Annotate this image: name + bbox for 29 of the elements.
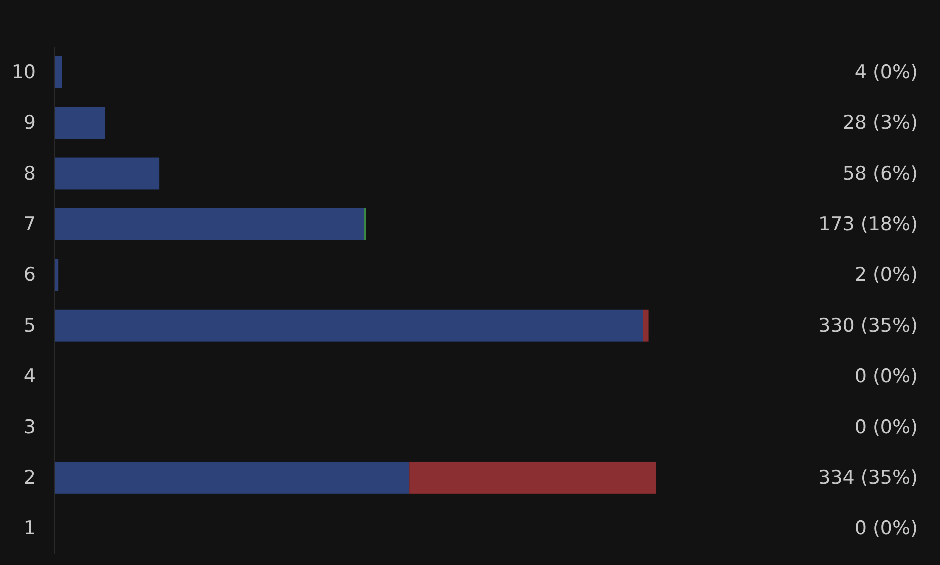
- y-tick-label: 3: [24, 416, 36, 438]
- bar: [55, 310, 644, 342]
- y-tick-label: 10: [12, 61, 36, 84]
- y-tick-label: 7: [24, 213, 36, 236]
- bar: [55, 208, 365, 240]
- y-tick-label: 9: [24, 112, 36, 134]
- text: 0 (0%): [854, 518, 918, 540]
- text: 2 (0%): [854, 264, 918, 286]
- text: 28 (3%): [842, 112, 918, 134]
- y-tick-label: 5: [24, 314, 36, 337]
- y-tick-label: 8: [24, 162, 36, 185]
- text: 334 (35%): [818, 466, 918, 489]
- text: 58 (6%): [842, 162, 918, 185]
- text: 0 (0%): [854, 366, 918, 388]
- bar: [55, 107, 106, 140]
- bar: [643, 310, 649, 342]
- y-tick-label: 2: [24, 466, 36, 489]
- text: 0 (0%): [854, 416, 918, 438]
- y-tick-label: 1: [24, 518, 36, 540]
- y-tick-label: 6: [24, 264, 36, 286]
- bar: [55, 259, 59, 292]
- bar: [55, 462, 410, 494]
- text: 330 (35%): [818, 314, 918, 337]
- y-tick-label: 4: [24, 366, 36, 388]
- bar: [410, 462, 656, 494]
- text: 173 (18%): [818, 213, 918, 236]
- bar: [55, 158, 160, 190]
- bar: [55, 56, 62, 88]
- text: 4 (0%): [854, 61, 918, 84]
